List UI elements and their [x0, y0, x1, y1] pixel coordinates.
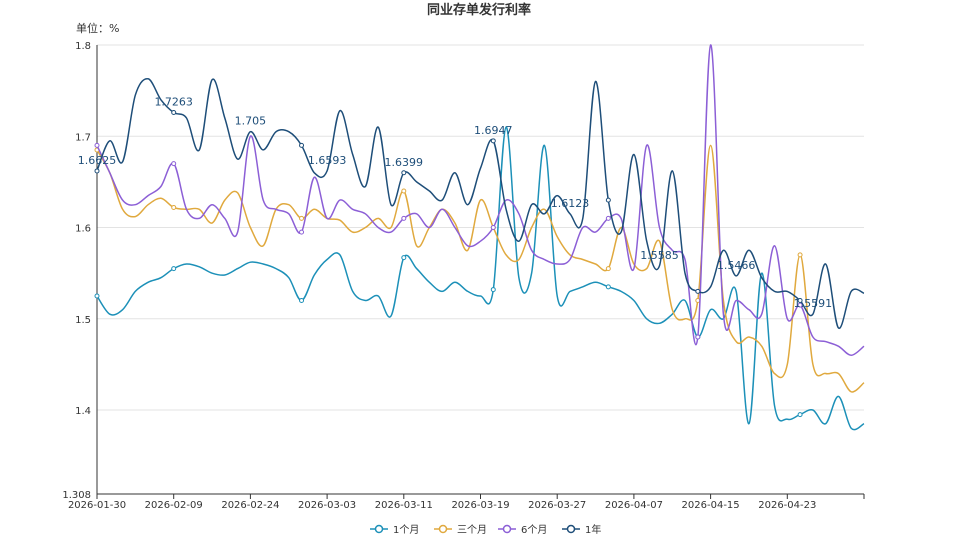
unit-label: 单位：% [76, 21, 119, 35]
legend-label: 1年 [585, 523, 601, 536]
series-point-0 [299, 298, 305, 304]
series-point-0 [490, 287, 496, 293]
series-point-3 [171, 110, 177, 116]
series-point-3 [299, 142, 305, 148]
legend-label: 1个月 [393, 524, 419, 536]
x-tick-label: 2026-03-11 [375, 500, 433, 511]
series-point-0 [171, 266, 177, 272]
series-point-3 [605, 197, 611, 203]
series-point-1 [797, 252, 803, 258]
series-point-0 [401, 255, 407, 261]
series-point-2 [490, 225, 496, 231]
series-point-3 [94, 168, 100, 174]
legend-swatch-circle [438, 524, 448, 534]
series-point-0 [605, 284, 611, 290]
series-point-3 [797, 298, 803, 304]
data-label: 1.705 [235, 115, 267, 128]
data-label: 1.6625 [78, 154, 117, 167]
series-point-2 [797, 302, 803, 308]
series-point-2 [695, 334, 701, 340]
data-label: 1.6123 [551, 197, 590, 210]
legend-item-2[interactable]: 6个月 [498, 524, 547, 536]
series-point-1 [605, 266, 611, 272]
series-point-0 [797, 412, 803, 418]
series-lines [94, 44, 865, 431]
legend-swatch-circle [502, 524, 512, 534]
x-tick-label: 2026-04-07 [605, 500, 663, 511]
series-line-2 [96, 44, 865, 357]
data-label: 1.7263 [154, 96, 193, 109]
x-tick-label: 2026-02-24 [221, 500, 279, 511]
legend-swatch-circle [374, 524, 384, 534]
x-tick-label: 2026-04-23 [758, 500, 816, 511]
data-labels: 1.6625 1.7263 1.705 1.6593 1.6399 1.6947 1.612… [78, 96, 832, 311]
data-label: 1.5466 [717, 259, 756, 272]
series-point-2 [605, 215, 611, 221]
series-point-0 [94, 293, 100, 299]
axes: 1.308 1.4 1.5 1.6 1.7 1.8 2026-01-30 2026-02-09… [62, 41, 865, 511]
x-tick-label: 2026-04-15 [682, 500, 740, 511]
y-tick-label: 1.5 [75, 315, 91, 326]
series-point-3 [401, 170, 407, 176]
series-point-3 [490, 138, 496, 144]
legend[interactable]: 1个月 三个月 6个月 1年 [370, 523, 601, 536]
legend-item-1[interactable]: 三个月 [434, 524, 487, 536]
y-tick-label: 1.4 [75, 406, 91, 417]
legend-item-0[interactable]: 1个月 [370, 524, 419, 536]
data-label: 1.5585 [640, 249, 679, 262]
series-point-2 [171, 161, 177, 167]
series-point-1 [171, 204, 177, 210]
y-tick-label: 1.8 [75, 41, 91, 52]
legend-label: 三个月 [457, 524, 487, 536]
series-point-3 [695, 288, 701, 294]
series-point-1 [299, 215, 305, 221]
x-tick-label: 2026-03-03 [298, 500, 356, 511]
data-label: 1.6593 [308, 154, 347, 167]
series-point-2 [401, 215, 407, 221]
series-point-2 [94, 142, 100, 148]
data-label: 1.6399 [385, 156, 424, 169]
series-line-3 [96, 77, 865, 329]
chart-title: 同业存单发行利率 [427, 2, 531, 18]
data-label: 1.6947 [474, 124, 513, 137]
y-tick-label: 1.7 [75, 132, 91, 143]
x-tick-label: 2026-01-30 [68, 500, 126, 511]
x-tick-label: 2026-02-09 [145, 500, 203, 511]
grid-lines [97, 44, 864, 411]
legend-item-3[interactable]: 1年 [562, 523, 601, 536]
x-tick-label: 2026-03-19 [451, 500, 509, 511]
data-label: 1.5591 [794, 297, 833, 310]
series-point-1 [401, 188, 407, 194]
y-tick-label: 1.308 [62, 490, 91, 501]
series-point-2 [299, 229, 305, 235]
legend-label: 6个月 [521, 524, 547, 536]
x-tick-label: 2026-03-27 [528, 500, 586, 511]
series-line-0 [96, 126, 865, 431]
y-tick-label: 1.6 [75, 224, 91, 235]
legend-swatch-circle [566, 524, 576, 534]
